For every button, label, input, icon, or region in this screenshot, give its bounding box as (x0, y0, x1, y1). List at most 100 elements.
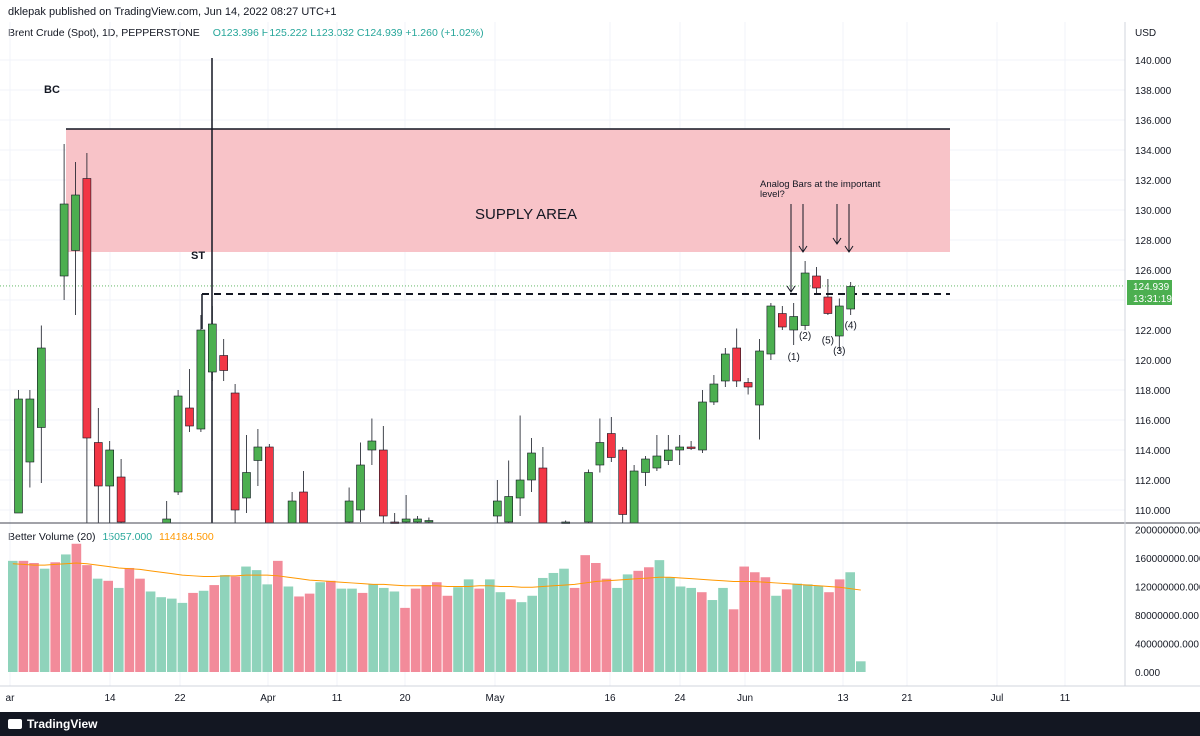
volume-bar (177, 602, 188, 672)
top-bar: dklepak published on TradingView.com, Ju… (0, 0, 1200, 22)
volume-bar (792, 583, 802, 672)
candle (356, 442, 365, 522)
volume-legend: Better Volume (20) 15057.000 114184.500 (8, 531, 214, 543)
volume-bar (856, 661, 866, 672)
candle (162, 501, 171, 524)
candle-body (652, 455, 662, 469)
candle-body (367, 440, 377, 451)
candle-body (675, 446, 685, 451)
tradingview-logo[interactable]: TradingView (8, 717, 97, 731)
volume-bar (750, 572, 760, 672)
candle (59, 144, 69, 300)
volume-bar (463, 579, 474, 672)
candle (185, 369, 194, 432)
candle (686, 441, 696, 450)
candle-body (401, 518, 411, 523)
volume-bar (527, 595, 537, 672)
candle (82, 153, 92, 523)
volume-bar (697, 592, 707, 672)
candle-body (287, 500, 297, 524)
volume-bar (569, 587, 580, 672)
time-tick-label: May (486, 693, 505, 704)
candle (606, 417, 616, 462)
candle (527, 438, 536, 492)
volume-bar (580, 555, 590, 672)
volume-bar (92, 578, 103, 672)
volume-bar (400, 607, 410, 672)
candle-body (264, 446, 274, 524)
volume-bar (760, 577, 771, 672)
volume-bar (71, 543, 82, 672)
candle-body (629, 470, 639, 524)
candle-body (424, 520, 434, 523)
candle (367, 418, 377, 465)
volume-bar (654, 560, 665, 672)
price-tick-label: 132.000 (1135, 176, 1172, 187)
candle-body (812, 275, 821, 289)
price-tick-label: 130.000 (1135, 206, 1172, 217)
supply-area-zone (66, 129, 950, 252)
candle-body (356, 464, 365, 511)
candle (14, 390, 23, 514)
candle (777, 306, 787, 330)
volume-bar (273, 560, 283, 672)
candle-body (173, 395, 183, 493)
candle (732, 328, 742, 387)
volume-value-2: 114184.500 (159, 531, 214, 543)
candle-body (618, 449, 628, 515)
candle-body (25, 398, 35, 463)
candle-body (14, 398, 23, 514)
analog-arrows (786, 204, 854, 293)
candle (743, 378, 753, 395)
time-tick-label: ar (6, 693, 16, 704)
wave-label: (2) (799, 331, 811, 342)
price-tick-label: 116.000 (1135, 416, 1171, 427)
brand-name: TradingView (27, 717, 98, 731)
time-tick-label: 22 (174, 693, 186, 704)
time-tick-label: Jun (737, 693, 753, 704)
price-tick-label: 138.000 (1135, 86, 1172, 97)
volume-bar (304, 593, 315, 672)
price-tick-label: 114.000 (1135, 446, 1171, 457)
wave-label: (5) (822, 336, 834, 347)
candle-body (834, 305, 844, 337)
wave-label: (4) (845, 321, 857, 332)
tradingview-logo-icon (8, 719, 22, 729)
price-chart[interactable]: 110.000112.000114.000116.000118.000120.0… (0, 0, 1200, 712)
volume-bar (453, 587, 463, 672)
volume-indicator-name[interactable]: Better Volume (20) (8, 531, 96, 543)
ohlc-values: O123.396 H125.222 L123.032 C124.939 +1.2… (212, 27, 484, 39)
volume-bar (315, 582, 325, 672)
volume-bar (347, 588, 357, 672)
volume-bar (209, 585, 219, 672)
volume-bar (283, 586, 294, 672)
candle-body (846, 286, 856, 310)
symbol-label[interactable]: Brent Crude (Spot), 1D, PEPPERSTONE (8, 27, 200, 39)
volume-bar (421, 585, 431, 672)
volume-bar (495, 592, 506, 672)
candle-body (777, 313, 787, 328)
candle (641, 456, 650, 486)
time-tick-label: 11 (332, 693, 343, 704)
volume-bar (432, 582, 442, 672)
time-tick-label: Apr (260, 693, 276, 704)
volume-tick-label: 200000000.000 (1135, 526, 1200, 537)
volume-bar (18, 560, 29, 672)
volume-bar (601, 578, 612, 672)
candle-body (527, 452, 536, 481)
candle-body (378, 449, 388, 517)
main-legend: Brent Crude (Spot), 1D, PEPPERSTONE O123… (8, 27, 484, 39)
volume-bar (167, 598, 177, 672)
candle-body (219, 355, 228, 371)
volume-bar (803, 584, 813, 672)
candle-body (413, 518, 422, 523)
footer-bar: TradingView (0, 712, 1200, 736)
volume-bar (633, 570, 643, 672)
volume-bar (230, 576, 241, 672)
volume-bar (50, 562, 60, 672)
candle-body (208, 323, 217, 373)
candle (116, 459, 126, 523)
price-tick-label: 110.000 (1135, 506, 1171, 517)
volume-bar (707, 600, 718, 672)
price-tick-label: 120.000 (1135, 356, 1172, 367)
